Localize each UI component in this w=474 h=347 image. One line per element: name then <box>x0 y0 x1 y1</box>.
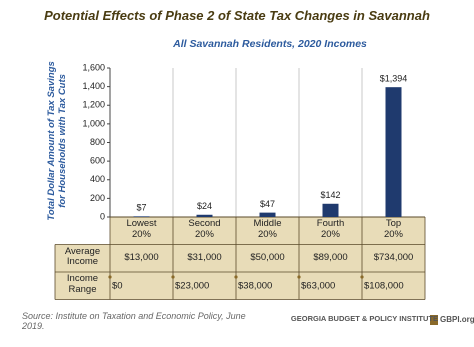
range-marker <box>360 275 364 279</box>
y-tick-label: 200 <box>90 193 105 203</box>
bar <box>259 212 276 217</box>
y-tick-label: 1,200 <box>82 100 105 110</box>
y-axis-label: Total Dollar Amount of Tax Savings for H… <box>46 61 68 221</box>
y-tick-label: 400 <box>90 174 105 184</box>
x-tick-label: Lowest 20% <box>126 218 157 240</box>
chart-title: Potential Effects of Phase 2 of State Ta… <box>44 8 430 23</box>
value-label: $24 <box>197 201 212 211</box>
x-tick-label: Second 20% <box>188 218 221 240</box>
bar <box>322 203 339 217</box>
y-tick-label: 600 <box>90 156 105 166</box>
table-cell: $50,000 <box>250 251 285 263</box>
logo-icon <box>430 315 438 325</box>
range-marker <box>171 275 175 279</box>
table-cell: $13,000 <box>124 251 159 263</box>
x-tick-label: Middle 20% <box>253 218 282 240</box>
y-tick-label: 800 <box>90 137 105 147</box>
chart-subtitle: All Savannah Residents, 2020 Incomes <box>173 38 367 50</box>
range-marker <box>108 275 112 279</box>
website: GBPI.org <box>440 315 474 324</box>
table-background <box>110 217 425 245</box>
y-tick-label: 1,400 <box>82 81 105 91</box>
y-tick-label: 1,600 <box>82 62 105 72</box>
table-cell: $89,000 <box>313 251 348 263</box>
table-cell: $734,000 <box>373 251 414 263</box>
row-label: Average Income <box>64 245 101 268</box>
table-cell: $0 <box>112 281 123 292</box>
x-tick-label: Top 20% <box>383 218 403 240</box>
table-cell: $63,000 <box>301 281 335 292</box>
value-label: $47 <box>260 199 275 209</box>
bar <box>133 216 150 217</box>
organization: GEORGIA BUDGET & POLICY INSTITUTE <box>290 314 438 323</box>
row-label: Income Range <box>66 273 99 295</box>
bar <box>196 214 213 217</box>
value-label: $142 <box>320 190 340 200</box>
value-label: $7 <box>136 203 146 213</box>
range-marker <box>234 275 238 279</box>
bar <box>385 87 402 217</box>
y-tick-label: 1,000 <box>82 118 105 128</box>
x-tick-label: Fourth 20% <box>316 218 345 240</box>
range-marker <box>297 275 301 279</box>
table-cell: $31,000 <box>187 251 222 263</box>
table-cell: $23,000 <box>175 281 209 292</box>
table-cell: $108,000 <box>364 281 404 292</box>
source-note: Source: Institute on Taxation and Econom… <box>22 311 246 332</box>
table-cell: $38,000 <box>238 281 272 292</box>
y-tick-label: 0 <box>100 211 105 221</box>
value-label: $1,394 <box>380 74 408 84</box>
